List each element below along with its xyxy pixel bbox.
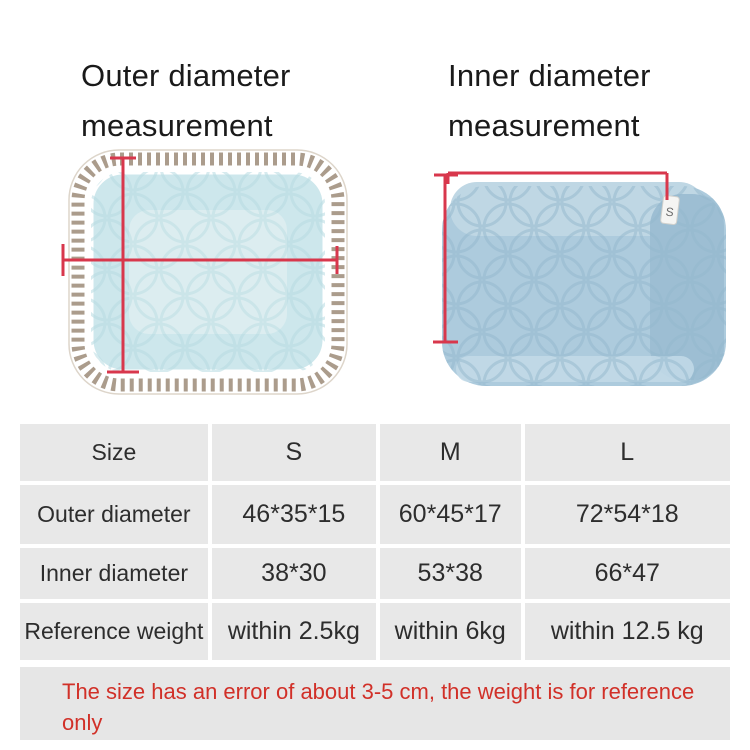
table-corner-cell: Size [20,424,208,481]
size-tag: S [660,194,680,226]
pillow-quilting [442,186,726,386]
inner-diameter-l: 66*47 [524,548,730,599]
outer-diameter-bed-photo [61,149,348,395]
outer-measurement-lines [61,156,339,374]
size-tag-letter: S [665,205,675,220]
reference-weight-m: within 6kg [379,603,521,660]
inner-diameter-m: 53*38 [379,548,521,599]
inner-diameter-heading-line1: Inner diameter [448,58,651,93]
outer-diameter-l: 72*54*18 [524,485,730,544]
size-table: Size S M L Outer diameter 46*35*15 60*45… [20,424,730,660]
outer-diameter-heading-line1: Outer diameter [81,58,291,93]
size-disclaimer-note: The size has an error of about 3-5 cm, t… [20,667,730,740]
bed-top-view [68,149,348,395]
size-disclaimer-text: The size has an error of about 3-5 cm, t… [62,679,695,735]
row-label-outer-diameter: Outer diameter [20,485,208,544]
pillow-bed-side-view: S [442,182,726,386]
table-col-header-s: S [211,424,376,481]
inner-diameter-heading: Inner diameter measurement [448,51,651,151]
row-label-reference-weight: Reference weight [20,603,208,660]
size-tag-fabric [660,194,680,226]
inner-diameter-heading-line2: measurement [448,108,640,143]
table-col-header-l: L [524,424,730,481]
outer-diameter-heading: Outer diameter measurement [81,51,291,151]
inner-diameter-bed-photo: S [433,171,726,386]
reference-weight-s: within 2.5kg [211,603,376,660]
outer-diameter-s: 46*35*15 [211,485,376,544]
inner-measurement-lines [433,171,669,344]
reference-weight-l: within 12.5 kg [524,603,730,660]
outer-diameter-m: 60*45*17 [379,485,521,544]
bed-cushion-quilting [129,210,287,334]
table-col-header-m: M [379,424,521,481]
row-label-inner-diameter: Inner diameter [20,548,208,599]
inner-diameter-s: 38*30 [211,548,376,599]
outer-diameter-heading-line2: measurement [81,108,273,143]
